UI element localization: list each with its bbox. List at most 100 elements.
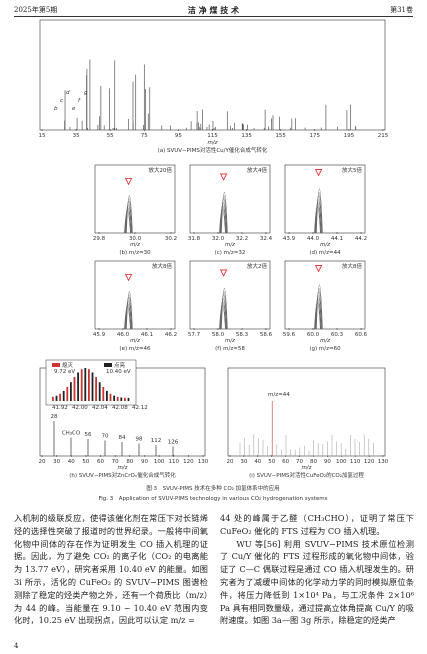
x-tick-label: 120	[183, 459, 194, 465]
peak-label: 28	[51, 414, 58, 420]
x-tick-label: 60.3	[331, 332, 344, 338]
zoom-label: 放大5倍	[342, 166, 362, 174]
x-tick-label: 46.0	[117, 332, 130, 338]
peak-label: 98	[136, 437, 143, 443]
x-tick-label: 20	[39, 459, 46, 465]
x-tick-label: 95	[175, 133, 182, 139]
peak-label: 112	[151, 438, 162, 444]
caption: (e) m/z=46	[119, 346, 151, 352]
x-tick-label: 59.6	[283, 332, 296, 338]
x-tick-label: 195	[344, 133, 355, 139]
journal: 洁 净 煤 技 术	[187, 5, 240, 15]
inset-bar	[80, 369, 83, 401]
caption: (f) m/z=58	[215, 346, 245, 352]
paragraph: 44 处的峰属于乙醛（CH₃CHO），证明了常压下 CuFeO₂ 催化的 FTS…	[220, 513, 414, 536]
inset-tick-label: 42.12	[132, 405, 148, 411]
inset-tick-label: 42.04	[92, 405, 108, 411]
page-number: 4	[14, 642, 19, 650]
energy-label: 9.72 eV	[54, 369, 75, 375]
x-label: m/z	[301, 465, 311, 471]
x-tick-label: 46.1	[141, 332, 153, 338]
axis-box	[284, 164, 366, 234]
x-tick-label: 30.0	[129, 236, 142, 242]
x-tick-label: 75	[141, 133, 148, 139]
x-tick-label: 15	[39, 133, 46, 139]
spectrum-peak	[220, 198, 227, 234]
x-tick-label: 110	[168, 459, 179, 465]
x-tick-label: 155	[275, 133, 286, 139]
x-tick-label: 32.2	[236, 236, 248, 242]
x-tick-label: 130	[378, 459, 389, 465]
spectrum-peak	[125, 201, 132, 234]
x-tick-label: 44.1	[331, 236, 343, 242]
x-tick-label: 175	[310, 133, 321, 139]
caption: (g) m/z=60	[309, 346, 341, 352]
x-tick-label: 58.3	[236, 332, 249, 338]
caption: (d) m/z=44	[309, 250, 341, 256]
axis-box	[94, 164, 176, 234]
x-tick-label: 120	[364, 459, 375, 465]
spectrum-peak	[125, 198, 133, 234]
zoom-label: 放大20倍	[149, 166, 173, 174]
peak-label: b	[54, 106, 58, 112]
x-label: m/z	[225, 242, 235, 248]
inset-bar	[109, 393, 112, 401]
marker-triangle	[314, 265, 323, 273]
x-tick-label: 50	[268, 459, 275, 465]
axis-box	[284, 260, 366, 330]
inset-tick-label: 42.00	[72, 405, 88, 411]
marker-triangle	[314, 169, 323, 177]
x-tick-label: 46.2	[165, 332, 177, 338]
caption: (h) SVUV−PIMS对ZnCrOₓ催化合成气转化	[69, 471, 176, 479]
x-tick-label: 58.6	[260, 332, 273, 338]
x-tick-label: 58.0	[212, 332, 225, 338]
x-tick-label: 60.0	[307, 332, 320, 338]
zoom-label: 放大2倍	[247, 262, 267, 270]
x-tick-label: 60	[97, 459, 104, 465]
x-tick-label: 55	[107, 133, 114, 139]
caption: (c) m/z=32	[215, 250, 246, 256]
spectrum-peak	[125, 294, 133, 330]
body-left: 入机制的级联反应，使得该催化剂在常压下对长链烯烃的选择性突破了报道时的世界纪录。…	[14, 512, 208, 627]
spectrum-peak	[314, 295, 322, 330]
axis-box	[189, 260, 271, 330]
x-tick-label: 31.8	[188, 236, 201, 242]
zoom-label: 放大8倍	[152, 262, 172, 270]
x-tick-label: 35	[73, 133, 80, 139]
x-tick-label: 70	[296, 459, 303, 465]
x-tick-label: 44.0	[307, 236, 320, 242]
x-tick-label: 80	[310, 459, 317, 465]
paragraph: 入机制的级联反应，使得该催化剂在常压下对长链烯烃的选择性突破了报道时的世界纪录。…	[14, 513, 208, 626]
inset-bar	[59, 393, 61, 401]
x-tick-label: 50	[82, 459, 89, 465]
x-label: m/z	[130, 242, 140, 248]
paragraph: WU 等[56] 利用 SVUV−PIMS 技术原位检测了 Cu/Y 催化的 F…	[220, 538, 414, 626]
x-tick-label: 20	[227, 459, 234, 465]
volume: 第31卷	[390, 6, 413, 14]
inset-bar	[73, 377, 76, 401]
peak-label: f	[78, 98, 81, 104]
marker-triangle	[219, 269, 228, 277]
x-tick-label: 30	[53, 459, 60, 465]
x-label: m/z	[130, 338, 140, 344]
x-tick-label: 30.2	[165, 236, 177, 242]
x-label: m/z	[117, 465, 127, 471]
inset-bar	[98, 382, 101, 401]
peak-label: CH₃CO	[62, 431, 81, 437]
caption: (a) SVUV−PIMS对活性Cu/Y催化合成气转化	[158, 146, 268, 154]
inset-bar	[52, 396, 54, 401]
spectrum-peak	[220, 294, 227, 330]
inset-bar	[106, 390, 108, 401]
x-tick-label: 135	[241, 133, 252, 139]
legend-swatch	[104, 363, 112, 367]
axis-box	[189, 164, 271, 234]
x-tick-label: 45.9	[93, 332, 106, 338]
peak-label: 126	[168, 440, 179, 446]
inset-bar	[55, 395, 58, 401]
x-tick-label: 90	[324, 459, 331, 465]
caption: Fig. 3 Application of SVUV-PIMS technolo…	[99, 496, 328, 502]
x-tick-label: 30	[240, 459, 247, 465]
issue: 2025年第5期	[14, 6, 58, 14]
inset-bar	[120, 397, 123, 401]
